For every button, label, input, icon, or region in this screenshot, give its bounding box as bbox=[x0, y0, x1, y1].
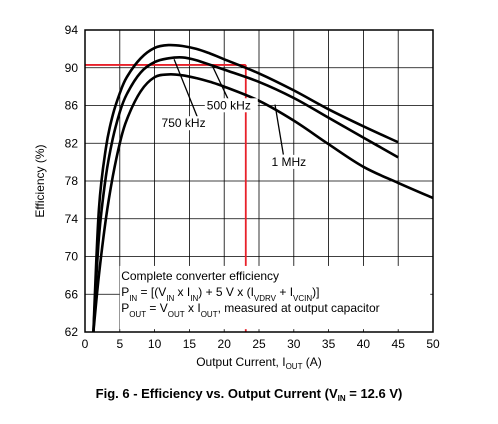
leader-line bbox=[211, 65, 231, 103]
y-tick-label: 86 bbox=[65, 99, 79, 113]
x-tick-label: 25 bbox=[252, 337, 266, 351]
annotation-line: POUT = VOUT x IOUT, measured at output c… bbox=[121, 301, 379, 319]
series-label: 500 kHz bbox=[207, 98, 251, 112]
y-tick-label: 74 bbox=[65, 212, 79, 226]
annotation-text: ) + 5 V x (I bbox=[198, 285, 254, 299]
caption-tail: = 12.6 V) bbox=[346, 386, 403, 401]
annotation-text: x I bbox=[185, 301, 201, 315]
series-label-background bbox=[269, 154, 309, 169]
x-tick-label: 0 bbox=[82, 337, 89, 351]
y-tick-label: 66 bbox=[65, 287, 79, 301]
annotation-subscript: OUT bbox=[201, 309, 218, 318]
series-label: 1 MHz bbox=[272, 155, 307, 169]
x-tick-label: 30 bbox=[287, 337, 301, 351]
annotation-subscript: VDRV bbox=[254, 293, 277, 302]
x-tick-label: 5 bbox=[116, 337, 123, 351]
leader-line bbox=[274, 104, 285, 155]
x-tick-label: 40 bbox=[357, 337, 371, 351]
annotation-text: = V bbox=[146, 301, 168, 315]
annotation-subscript: VCIN bbox=[293, 293, 312, 302]
annotation-subscript: OUT bbox=[129, 309, 146, 318]
y-tick-label: 62 bbox=[65, 325, 79, 339]
annotation-subscript: OUT bbox=[168, 309, 185, 318]
figure-caption: Fig. 6 - Efficiency vs. Output Current (… bbox=[96, 386, 403, 403]
series-line-1-mhz bbox=[92, 72, 434, 333]
annotation-text: P bbox=[121, 301, 129, 315]
x-tick-label: 15 bbox=[183, 337, 197, 351]
annotation-text: )] bbox=[312, 285, 319, 299]
x-axis-label: Output Current, IOUT (A) bbox=[196, 355, 322, 371]
series-lines bbox=[92, 43, 434, 333]
annotation-subscript: IN bbox=[190, 293, 198, 302]
caption-main: Fig. 6 - Efficiency vs. Output Current (… bbox=[96, 386, 338, 401]
series-line-750-khz bbox=[92, 43, 399, 333]
x-axis-label-main: Output Current, I bbox=[196, 355, 285, 369]
x-tick-label: 35 bbox=[322, 337, 336, 351]
annotation-text: , measured at output capacitor bbox=[218, 301, 380, 315]
y-tick-label: 90 bbox=[65, 61, 79, 75]
annotation-line: PIN = [(VIN x IIN) + 5 V x (IVDRV + IVCI… bbox=[121, 285, 319, 303]
annotation-subscript: IN bbox=[129, 293, 137, 302]
y-tick-label: 94 bbox=[65, 23, 79, 37]
annotation-background bbox=[119, 265, 431, 330]
x-tick-label: 45 bbox=[392, 337, 406, 351]
y-tick-label: 82 bbox=[65, 136, 79, 150]
y-tick-label: 78 bbox=[65, 174, 79, 188]
annotation-line: Complete converter efficiency bbox=[121, 269, 279, 283]
x-tick-label: 50 bbox=[426, 337, 440, 351]
x-axis-label-tail: (A) bbox=[302, 355, 321, 369]
annotation-text: = [(V bbox=[137, 285, 166, 299]
annotation-text: Complete converter efficiency bbox=[121, 269, 279, 283]
x-tick-label: 20 bbox=[218, 337, 232, 351]
caption-sub: IN bbox=[338, 394, 346, 403]
series-label-background bbox=[159, 116, 213, 131]
annotation-text: x I bbox=[174, 285, 190, 299]
annotation-text: + I bbox=[276, 285, 293, 299]
leader-line bbox=[173, 59, 200, 122]
series-label-background bbox=[204, 98, 258, 113]
y-tick-label: 70 bbox=[65, 250, 79, 264]
x-axis-label-sub: OUT bbox=[286, 362, 303, 371]
annotation-text: P bbox=[121, 285, 129, 299]
x-tick-label: 10 bbox=[148, 337, 162, 351]
plot-frame bbox=[84, 29, 434, 333]
series-label: 750 kHz bbox=[162, 116, 206, 130]
annotation-subscript: IN bbox=[166, 293, 174, 302]
y-axis-label: Efficiency (%) bbox=[33, 144, 47, 217]
series-line-500-khz bbox=[92, 56, 399, 333]
tick-labels: 0 5 10 15 20 25 30 35 40 45 50 62 66 70 74 78 82 86 90 94 bbox=[65, 23, 440, 351]
